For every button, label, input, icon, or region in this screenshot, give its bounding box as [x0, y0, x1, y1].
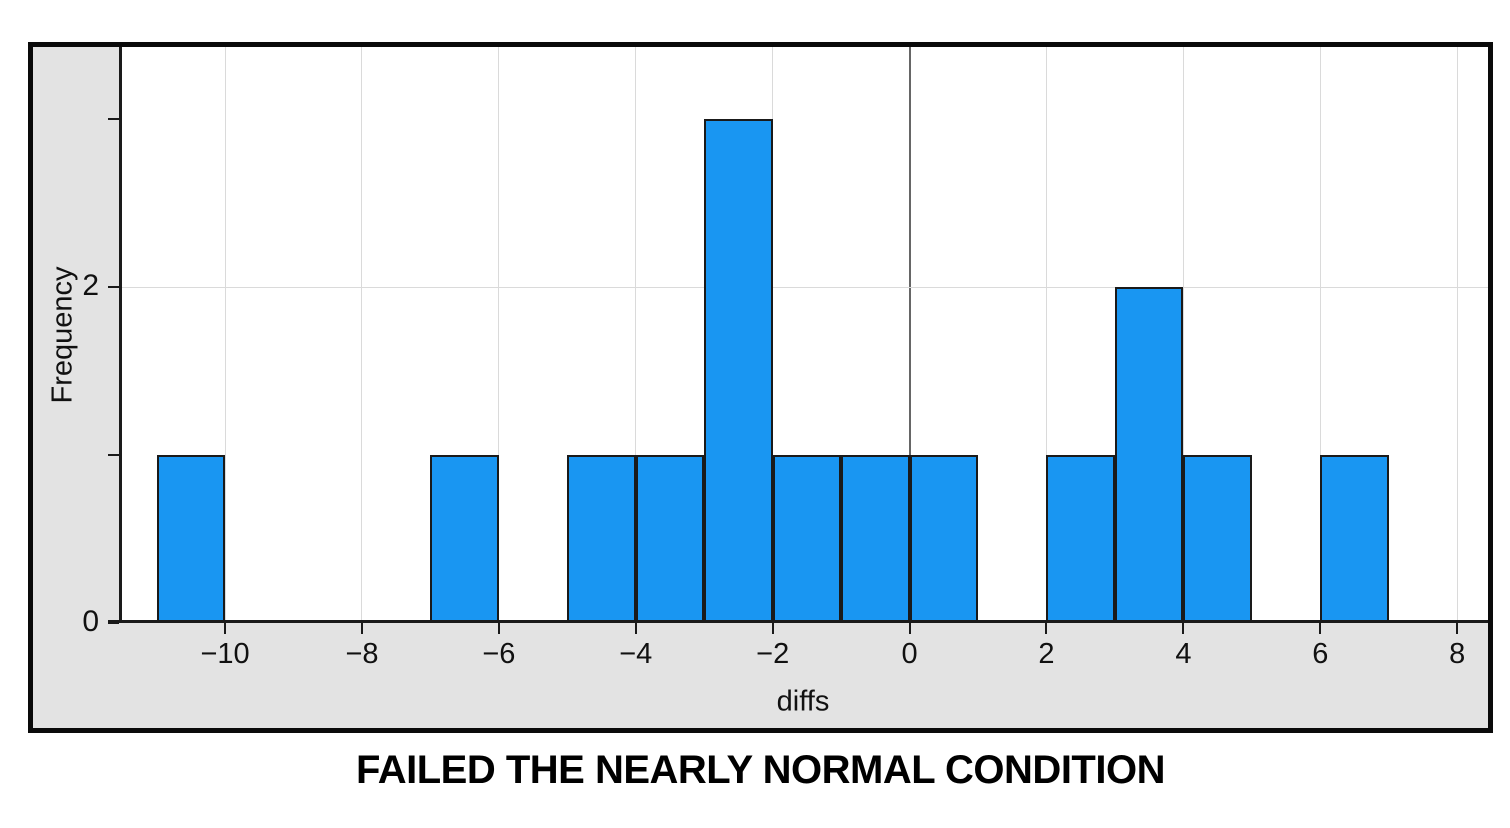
x-tick-mark	[1456, 623, 1459, 634]
histogram-bar	[1046, 455, 1115, 623]
histogram-bar	[772, 455, 842, 623]
x-tick-mark	[360, 623, 363, 634]
x-gridline	[1456, 47, 1458, 623]
histogram-bar	[430, 455, 499, 623]
x-tick-label: −4	[619, 638, 653, 670]
x-tick-mark	[224, 623, 227, 634]
figure-caption: FAILED THE NEARLY NORMAL CONDITION	[356, 748, 1165, 792]
y-tick-mark	[108, 118, 119, 121]
x-gridline	[224, 47, 226, 623]
x-gridline	[1319, 47, 1321, 623]
x-gridline	[361, 47, 363, 623]
y-tick-label: 0	[82, 605, 99, 638]
histogram-bar	[909, 455, 979, 623]
x-tick-mark	[634, 623, 637, 634]
histogram-bar	[841, 455, 910, 623]
x-axis-title: diffs	[776, 685, 830, 718]
histogram-bar	[635, 455, 705, 623]
y-axis-title: Frequency	[46, 266, 79, 404]
y-tick-mark	[108, 622, 119, 624]
histogram-bar	[1114, 287, 1184, 623]
x-gridline	[635, 47, 637, 623]
histogram-bar	[704, 119, 773, 623]
x-tick-mark	[1045, 623, 1048, 634]
y-axis-line	[119, 47, 122, 623]
y-tick-mark	[108, 454, 119, 457]
histogram-figure: −10 −8 −6 −4 −2 0 2 4 6 8 0 2 Frequency diffs	[28, 42, 1493, 733]
y-gridline	[119, 286, 1488, 288]
x-axis-line	[108, 620, 1488, 623]
y-tick-label: 2	[82, 269, 99, 303]
x-tick-label: 8	[1449, 638, 1466, 670]
x-tick-label: 6	[1312, 638, 1329, 670]
y-tick-mark	[108, 286, 119, 289]
x-tick-label: −2	[756, 638, 790, 670]
x-gridline	[772, 47, 774, 623]
x-tick-mark	[771, 623, 774, 634]
histogram-bar	[156, 455, 226, 623]
x-tick-mark	[908, 623, 911, 634]
x-tick-mark	[1319, 623, 1322, 634]
x-tick-label: −10	[200, 638, 250, 670]
histogram-bar	[1183, 455, 1252, 623]
x-tick-mark	[1182, 623, 1185, 634]
x-gridline	[1182, 47, 1184, 623]
x-gridline	[1045, 47, 1047, 623]
x-tick-label: −6	[482, 638, 516, 670]
x-tick-label: 4	[1175, 638, 1192, 670]
x-tick-label: 2	[1038, 638, 1055, 670]
histogram-bar	[1320, 455, 1389, 623]
x-tick-mark	[497, 623, 500, 634]
plot-area: −10 −8 −6 −4 −2 0 2 4 6 8 0 2	[82, 47, 1488, 670]
x-tick-label: 0	[901, 638, 918, 670]
zero-gridline	[908, 47, 911, 623]
x-gridline	[498, 47, 500, 623]
x-tick-label: −8	[345, 638, 379, 670]
histogram-bar	[567, 455, 636, 623]
